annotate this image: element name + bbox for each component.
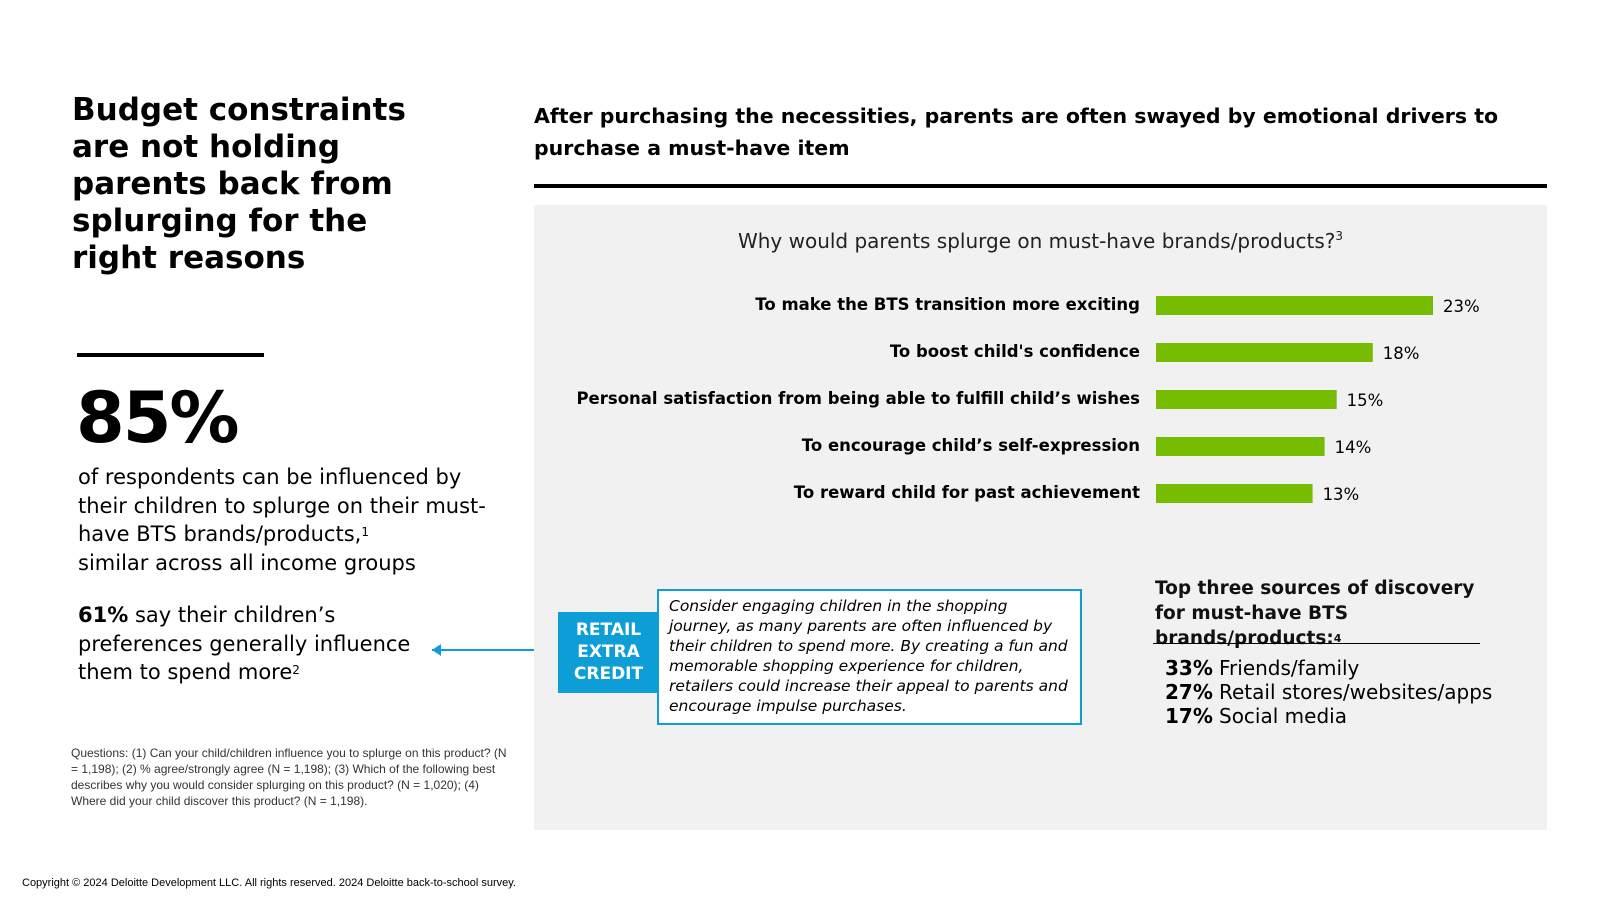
section-divider bbox=[534, 184, 1547, 188]
category-label: To make the BTS transition more exciting bbox=[755, 295, 1140, 314]
callout-text: Consider engaging children in the shoppi… bbox=[657, 589, 1082, 725]
footnote: Questions: (1) Can your child/children i… bbox=[71, 746, 507, 808]
data-label: 13% bbox=[1323, 485, 1360, 504]
second-stat-text: say their children’s preferences general… bbox=[78, 603, 411, 684]
sources-heading-text: Top three sources of discovery for must-… bbox=[1155, 578, 1475, 649]
chart-title-footnote-ref: 3 bbox=[1335, 229, 1344, 243]
big-stat: 85% bbox=[76, 377, 240, 459]
callout-connector-line bbox=[432, 649, 560, 651]
bar bbox=[1156, 390, 1337, 409]
data-label: 18% bbox=[1383, 344, 1420, 363]
source-pct: 17% bbox=[1165, 704, 1213, 728]
source-pct: 33% bbox=[1165, 656, 1213, 680]
chart-title: Why would parents splurge on must-have b… bbox=[534, 229, 1547, 253]
second-stat-footnote-ref: 2 bbox=[292, 663, 300, 677]
retail-extra-credit-tag: RETAIL EXTRA CREDIT bbox=[558, 612, 659, 693]
stat-description-tail: similar across all income groups bbox=[78, 550, 416, 575]
source-label: Social media bbox=[1219, 704, 1347, 728]
source-label: Retail stores/websites/apps bbox=[1219, 680, 1493, 704]
source-label: Friends/family bbox=[1219, 656, 1360, 680]
data-label: 23% bbox=[1443, 297, 1480, 316]
category-label: To boost child's confidence bbox=[890, 342, 1140, 361]
bar-chart: To make the BTS transition more exciting… bbox=[576, 295, 1480, 504]
sources-list: 33% Friends/family 27% Retail stores/web… bbox=[1165, 656, 1505, 728]
left-divider bbox=[77, 353, 264, 357]
page-headline: Budget constraints are not holding paren… bbox=[72, 92, 406, 276]
bar bbox=[1156, 343, 1373, 362]
source-pct: 27% bbox=[1165, 680, 1213, 704]
stat-description-main: of respondents can be influenced by thei… bbox=[78, 465, 486, 546]
bar bbox=[1156, 296, 1433, 315]
sources-divider bbox=[1153, 643, 1480, 644]
second-stat-pct: 61% bbox=[78, 603, 129, 627]
sources-heading-footnote-ref: 4 bbox=[1333, 632, 1342, 645]
sources-heading: Top three sources of discovery for must-… bbox=[1155, 576, 1505, 651]
list-item: 17% Social media bbox=[1165, 704, 1505, 728]
list-item: 27% Retail stores/websites/apps bbox=[1165, 680, 1505, 704]
stat-description-footnote-ref: 1 bbox=[361, 525, 369, 539]
data-label: 15% bbox=[1347, 391, 1384, 410]
category-label: To encourage child’s self-expression bbox=[802, 436, 1140, 455]
chart-title-text: Why would parents splurge on must-have b… bbox=[737, 229, 1336, 253]
arrow-left-icon bbox=[432, 644, 441, 656]
bar bbox=[1156, 437, 1325, 456]
bar bbox=[1156, 484, 1313, 503]
list-item: 33% Friends/family bbox=[1165, 656, 1505, 680]
category-label: To reward child for past achievement bbox=[794, 483, 1140, 502]
category-label: Personal satisfaction from being able to… bbox=[576, 389, 1140, 408]
stat-description: of respondents can be influenced by thei… bbox=[78, 463, 498, 577]
section-heading: After purchasing the necessities, parent… bbox=[534, 104, 1499, 160]
copyright: Copyright © 2024 Deloitte Development LL… bbox=[22, 877, 516, 889]
second-stat: 61% say their children’s preferences gen… bbox=[78, 601, 458, 687]
data-label: 14% bbox=[1335, 438, 1372, 457]
